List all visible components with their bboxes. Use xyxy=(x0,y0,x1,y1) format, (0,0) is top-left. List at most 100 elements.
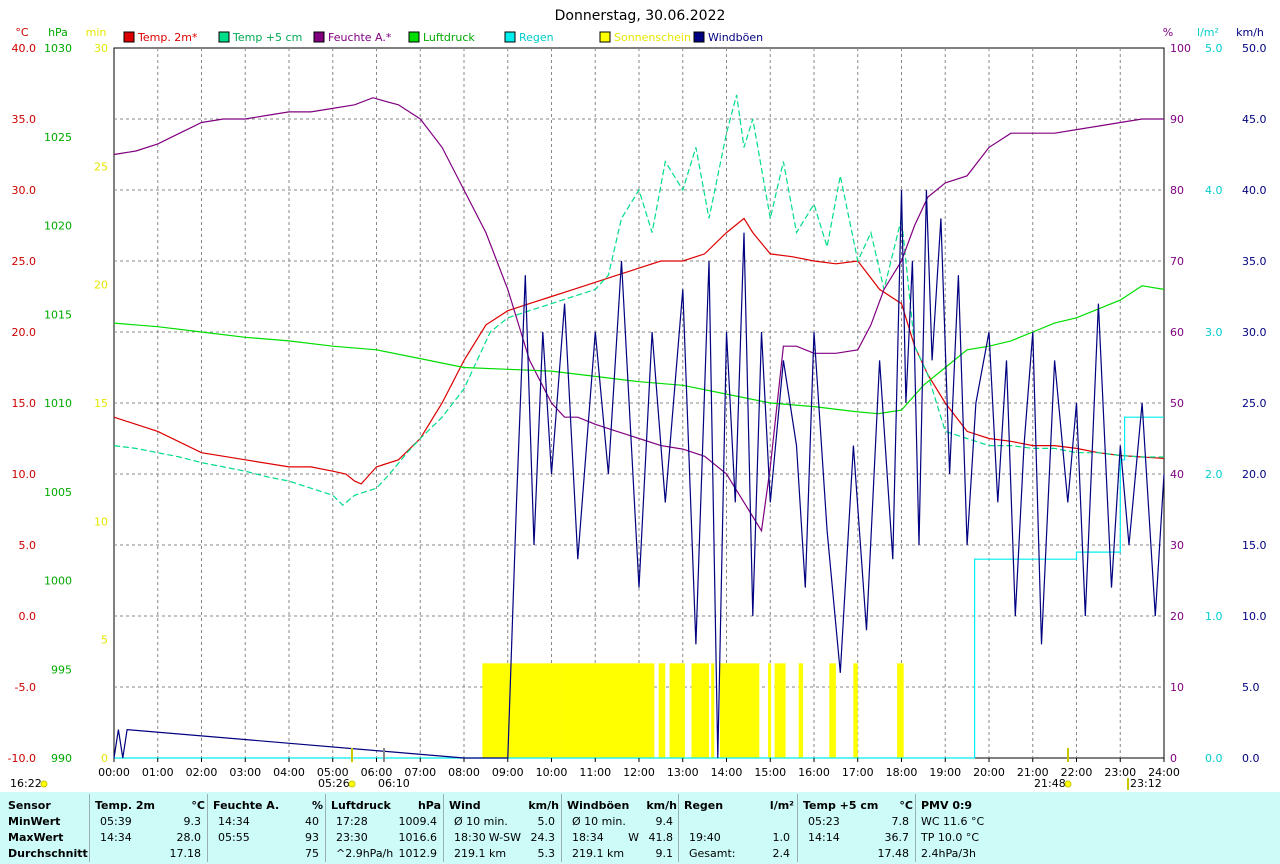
stats-cell: TP 10.0 °C xyxy=(921,831,980,844)
sunshine-bar xyxy=(562,663,655,758)
stats-header-unit: km/h xyxy=(646,799,677,812)
x-tick-label: 01:00 xyxy=(142,766,174,779)
sunshine-bar xyxy=(768,663,772,758)
stats-table: Sensor MinWert MaxWert Durchschnitt Temp. 2m… xyxy=(0,792,1280,864)
tick-label-humidity: 20 xyxy=(1170,610,1184,623)
x-tick-label: 18:00 xyxy=(886,766,918,779)
tick-label-temp: -5.0 xyxy=(15,681,36,694)
stats-row-label: MaxWert xyxy=(8,831,64,844)
stats-column: Temp +5 cm °C 05:23 7.8 14:14 36.7 17.48 xyxy=(803,792,913,864)
stats-cell-value: 17.48 xyxy=(877,847,910,860)
legend-swatch xyxy=(313,31,325,43)
stats-cell-value: 9.1 xyxy=(655,847,674,860)
stats-cell-value: 93 xyxy=(305,831,319,844)
tick-label-pressure: 990 xyxy=(51,752,72,765)
tick-label-temp: 5.0 xyxy=(19,539,37,552)
x-tick-label: 05:00 xyxy=(317,766,349,779)
sun-icon xyxy=(348,780,356,788)
x-tick-label: 21:00 xyxy=(1017,766,1049,779)
stats-row: TP 10.0 °C xyxy=(921,830,1041,846)
tick-label-temp: 0.0 xyxy=(19,610,37,623)
stats-cell-value: 9.3 xyxy=(183,815,202,828)
x-tick-label: 10:00 xyxy=(536,766,568,779)
tick-label-wind: 45.0 xyxy=(1242,113,1267,126)
stats-cell-time: 18:34 xyxy=(572,831,604,844)
series-line xyxy=(113,217,1165,485)
tick-label-rain: 3.0 xyxy=(1205,326,1223,339)
stats-separator xyxy=(325,794,326,862)
stats-column: Temp. 2m °C 05:39 9.3 14:34 28.0 17.18 xyxy=(95,792,205,864)
tick-label-pressure: 1025 xyxy=(44,131,72,144)
tick-label-sunshine: 30 xyxy=(94,42,108,55)
stats-separator xyxy=(915,794,916,862)
sunshine-bar xyxy=(658,663,666,758)
stats-row: 219.1 km 9.1 xyxy=(567,846,677,862)
stats-cell-time: Ø 10 min. xyxy=(454,815,508,828)
tick-label-humidity: 80 xyxy=(1170,184,1184,197)
stats-row: 23:30 1016.6 xyxy=(331,830,441,846)
tick-label-wind: 30.0 xyxy=(1242,326,1267,339)
stats-cell-time: 14:14 xyxy=(808,831,840,844)
sunrise-label: 05:26 xyxy=(318,777,350,790)
legend-label: Windböen xyxy=(708,31,763,44)
tick-label-rain: 4.0 xyxy=(1205,184,1223,197)
stats-cell-time: Ø 10 min. xyxy=(572,815,626,828)
stats-column: Sensor MinWert MaxWert Durchschnitt xyxy=(8,792,88,864)
legend-label: Feuchte A.* xyxy=(328,31,392,44)
unit-rain: l/m² xyxy=(1197,26,1219,39)
stats-cell-time: 19:40 xyxy=(689,831,721,844)
x-tick-label: 20:00 xyxy=(973,766,1005,779)
stats-separator xyxy=(678,794,679,862)
stats-row: MaxWert xyxy=(8,830,88,846)
stats-header-title: Temp. 2m xyxy=(95,799,155,812)
tick-label-humidity: 0 xyxy=(1170,752,1177,765)
sunset-label: 21:48 xyxy=(1034,777,1066,790)
tick-label-temp: 40.0 xyxy=(12,42,37,55)
stats-cell-time: 18:30 xyxy=(454,831,486,844)
tick-label-sunshine: 20 xyxy=(94,279,108,292)
tick-label-rain: 5.0 xyxy=(1205,42,1223,55)
tick-label-wind: 5.0 xyxy=(1242,681,1260,694)
tick-label-wind: 10.0 xyxy=(1242,610,1267,623)
x-tick-label: 04:00 xyxy=(273,766,305,779)
x-tick-label: 02:00 xyxy=(186,766,218,779)
stats-column: Feuchte A.% 14:34 40 05:55 93 75 xyxy=(213,792,323,864)
civil-label: 06:10 xyxy=(378,777,410,790)
legend-label: Sonnenschein xyxy=(614,31,691,44)
stats-cell-value: 7.8 xyxy=(891,815,910,828)
legend-label: Regen xyxy=(519,31,554,44)
stats-cell-time: ^2.9hPa/h xyxy=(336,847,394,860)
stats-cell-value: 41.8 xyxy=(648,831,674,844)
x-tick-label: 24:00 xyxy=(1148,766,1180,779)
stats-header-title: Wind xyxy=(449,799,481,812)
series-line xyxy=(113,94,1164,507)
stats-cell-time: 14:34 xyxy=(218,815,250,828)
stats-header-title: Temp +5 cm xyxy=(803,799,879,812)
stats-cell-value: 1.0 xyxy=(772,831,791,844)
tick-label-wind: 15.0 xyxy=(1242,539,1267,552)
tick-label-pressure: 1010 xyxy=(44,397,72,410)
stats-row: 05:23 7.8 xyxy=(803,814,913,830)
stats-row: 17.48 xyxy=(803,846,913,862)
tick-label-temp: 25.0 xyxy=(12,255,37,268)
stats-row: 14:34 40 xyxy=(213,814,323,830)
tick-label-wind: 0.0 xyxy=(1242,752,1260,765)
stats-cell-time: 05:55 xyxy=(218,831,250,844)
stats-header-title: Sensor xyxy=(8,799,51,812)
stats-row xyxy=(684,814,794,830)
sun-icon xyxy=(1064,780,1072,788)
stats-separator xyxy=(207,794,208,862)
x-tick-label: 15:00 xyxy=(754,766,786,779)
stats-row: 17:28 1009.4 xyxy=(331,814,441,830)
tick-label-wind: 50.0 xyxy=(1242,42,1267,55)
unit-wind: km/h xyxy=(1236,26,1264,39)
stats-row: 18:30 W-SW 24.3 xyxy=(449,830,559,846)
stats-row: MinWert xyxy=(8,814,88,830)
stats-cell-value: 75 xyxy=(305,847,319,860)
stats-header-unit: % xyxy=(311,799,323,812)
stats-cell-value: 2.4 xyxy=(772,847,791,860)
stats-column: Windböen km/h Ø 10 min. 9.4 18:34 W 41.8 219.1 … xyxy=(567,792,677,864)
series-line xyxy=(113,285,1165,415)
stats-cell-value: 40 xyxy=(305,815,319,828)
series-line xyxy=(113,189,1165,759)
